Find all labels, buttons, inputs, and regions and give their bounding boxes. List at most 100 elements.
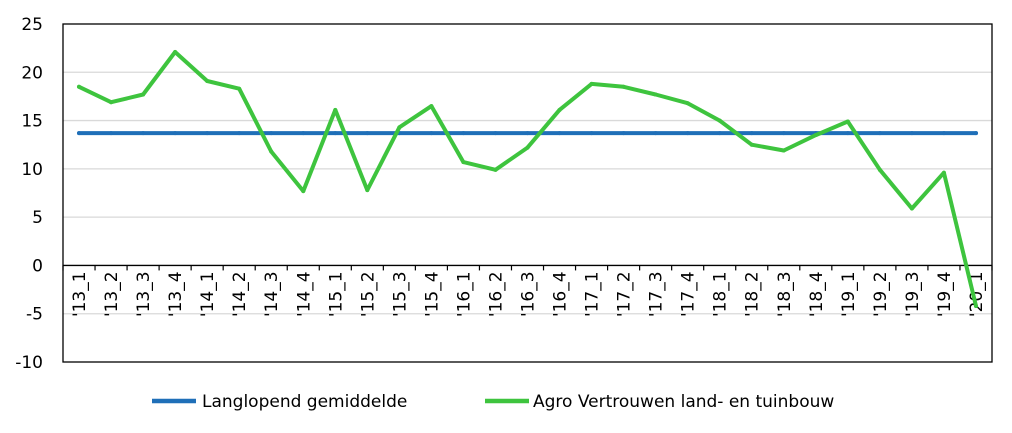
x-tick-label: '15_3 — [390, 271, 410, 317]
gridlines — [63, 71, 992, 315]
data-point — [749, 142, 754, 147]
data-point — [365, 188, 370, 193]
data-point — [557, 107, 562, 112]
data-point — [461, 160, 466, 165]
data-point — [845, 119, 850, 124]
data-point — [877, 167, 882, 172]
data-point — [205, 131, 210, 136]
x-tick-label: '13_2 — [102, 271, 122, 317]
y-tick-label: -10 — [15, 353, 43, 373]
data-point — [141, 131, 146, 136]
data-point — [653, 92, 658, 97]
y-tick-label: 5 — [32, 208, 43, 228]
x-tick-label: '16_3 — [519, 271, 539, 317]
data-point — [461, 131, 466, 136]
data-point — [685, 131, 690, 136]
axes: -10 -5 0 5 10 15 20 25 '13_1 '13_2 '13_3 '13_4 '14_1… — [15, 15, 993, 373]
x-tick-label: '19_3 — [903, 271, 923, 317]
data-point — [749, 131, 754, 136]
x-tick-label: '18_3 — [775, 271, 795, 317]
data-point — [205, 78, 210, 83]
x-tick-label: '13_1 — [70, 271, 90, 317]
data-point — [301, 189, 306, 194]
data-point — [941, 131, 946, 136]
data-point — [685, 101, 690, 106]
legend-label-1: Agro Vertrouwen land- en tuinbouw — [533, 392, 834, 412]
x-tick-label: '17_3 — [647, 271, 667, 317]
data-point — [493, 167, 498, 172]
data-point — [109, 131, 114, 136]
x-tick-label: '19_4 — [935, 271, 955, 317]
data-point — [365, 131, 370, 136]
x-tick-label: '16_4 — [551, 271, 571, 317]
data-point — [429, 104, 434, 109]
x-tick-label: '17_1 — [583, 271, 603, 317]
series-lines — [77, 50, 978, 308]
plot-frame — [62, 23, 993, 363]
data-point — [813, 133, 818, 138]
x-tick-label: '14_1 — [198, 271, 218, 317]
data-point — [525, 145, 530, 150]
x-tick-label: '16_2 — [486, 271, 506, 317]
x-tick-label: '18_1 — [711, 271, 731, 317]
x-tick-label: '14_2 — [230, 271, 250, 317]
data-point — [237, 131, 242, 136]
data-point — [77, 131, 82, 136]
x-tick-label: '19_1 — [839, 271, 859, 317]
x-tick-label: '17_2 — [615, 271, 635, 317]
data-point — [909, 131, 914, 136]
data-point — [717, 118, 722, 123]
data-point — [493, 131, 498, 136]
data-point — [77, 84, 82, 89]
series-line-1 — [77, 50, 978, 308]
data-point — [173, 131, 178, 136]
data-point — [781, 148, 786, 153]
data-point — [973, 131, 978, 136]
data-point — [621, 84, 626, 89]
x-tick-label: '14_4 — [294, 271, 314, 317]
data-point — [909, 206, 914, 211]
data-point — [301, 131, 306, 136]
data-point — [589, 131, 594, 136]
x-tick-label: '15_1 — [326, 271, 346, 317]
data-point — [717, 131, 722, 136]
data-point — [973, 303, 978, 308]
x-tick-label: '15_4 — [422, 271, 442, 317]
y-tick-label: -5 — [26, 305, 43, 325]
data-point — [333, 131, 338, 136]
data-point — [269, 149, 274, 154]
y-tick-label: 20 — [21, 63, 43, 83]
data-point — [621, 131, 626, 136]
data-point — [525, 131, 530, 136]
data-point — [877, 131, 882, 136]
data-point — [429, 131, 434, 136]
data-point — [109, 100, 114, 105]
y-tick-label: 25 — [21, 15, 43, 35]
x-tick-label: '14_3 — [262, 271, 282, 317]
data-point — [557, 131, 562, 136]
data-point — [781, 131, 786, 136]
x-tick-label: '18_4 — [807, 271, 827, 317]
x-tick-label: '13_3 — [134, 271, 154, 317]
x-tick-label: '18_2 — [743, 271, 763, 317]
data-point — [653, 131, 658, 136]
x-tick-label: '17_4 — [679, 271, 699, 317]
legend-label-0: Langlopend gemiddelde — [202, 392, 407, 412]
data-point — [269, 131, 274, 136]
x-tick-label: '16_1 — [454, 271, 474, 317]
data-point — [589, 81, 594, 86]
y-tick-label: 10 — [21, 160, 43, 180]
data-point — [141, 92, 146, 97]
y-tick-label: 15 — [21, 112, 43, 132]
y-tick-label: 0 — [32, 256, 43, 276]
data-point — [173, 50, 178, 55]
x-tick-label: '15_2 — [358, 271, 378, 317]
data-point — [941, 170, 946, 175]
data-point — [845, 131, 850, 136]
data-point — [237, 86, 242, 91]
x-tick-label: '19_2 — [871, 271, 891, 317]
data-point — [333, 107, 338, 112]
x-tick-label: '13_4 — [166, 271, 186, 317]
